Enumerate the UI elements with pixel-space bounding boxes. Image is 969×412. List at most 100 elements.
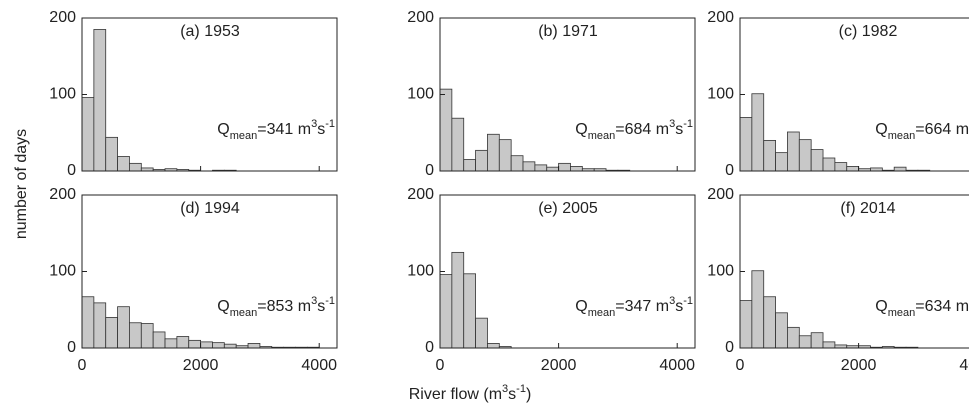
- annotation-part: s: [675, 298, 683, 315]
- annotation-part: Q: [217, 298, 229, 315]
- annotation-part: mean: [230, 307, 258, 319]
- bar: [546, 166, 560, 172]
- y-tick-label: 200: [49, 9, 76, 26]
- bar: [834, 162, 848, 172]
- bar: [212, 342, 225, 349]
- bar: [129, 322, 142, 349]
- bar: [247, 343, 261, 349]
- bar: [93, 29, 107, 172]
- y-tick-label: 200: [407, 186, 434, 203]
- x-tick-label: 4000: [959, 357, 969, 374]
- annotation-part: 3: [311, 118, 317, 130]
- bar: [105, 136, 118, 172]
- annotation-part: -1: [683, 118, 693, 130]
- annotation-part: =341 m: [257, 121, 311, 138]
- bar: [822, 341, 836, 349]
- bar: [176, 336, 190, 349]
- panel-title: (a) 1953: [180, 23, 240, 40]
- y-tick-label: 0: [67, 339, 76, 356]
- annotation-part: mean: [588, 307, 616, 319]
- x-tick-label: 0: [736, 357, 745, 374]
- bar: [763, 296, 776, 349]
- annotation-part: =347 m: [615, 298, 669, 315]
- bar: [188, 339, 202, 349]
- bar: [475, 317, 488, 349]
- bar: [451, 117, 465, 172]
- x-tick-label: 2000: [541, 357, 577, 374]
- bar: [558, 162, 571, 172]
- x-tick-label: 2000: [183, 357, 219, 374]
- bar: [739, 300, 753, 349]
- y-tick-label: 100: [707, 263, 734, 280]
- bar: [810, 149, 824, 172]
- panel-title: (e) 2005: [538, 200, 598, 217]
- bar: [475, 149, 488, 172]
- x-tick-label: 0: [78, 357, 87, 374]
- y-tick-label: 200: [707, 9, 734, 26]
- y-tick-label: 200: [407, 9, 434, 26]
- annotation: Qmean=684 m3s-1: [575, 118, 693, 142]
- annotation-part: s: [317, 121, 325, 138]
- bar: [105, 316, 118, 349]
- y-tick-label: 0: [425, 162, 434, 179]
- bar: [439, 88, 453, 172]
- y-tick-label: 200: [49, 186, 76, 203]
- annotation: Qmean=853 m3s-1: [217, 295, 335, 319]
- x-tick-label: 2000: [841, 357, 877, 374]
- annotation: Qmean=347 m3s-1: [575, 295, 693, 319]
- annotation: Qmean=664 m3s-1: [875, 118, 969, 142]
- annotation-part: Q: [217, 121, 229, 138]
- bar: [152, 331, 166, 349]
- annotation-part: Q: [875, 298, 887, 315]
- x-label-part: River flow (m: [409, 386, 502, 403]
- bar: [846, 166, 860, 172]
- panel-title: (b) 1971: [538, 23, 598, 40]
- annotation-part: s: [675, 121, 683, 138]
- y-tick-label: 100: [407, 86, 434, 103]
- x-label-sup: 3: [502, 383, 508, 395]
- y-axis-label: number of days: [13, 129, 30, 239]
- annotation-part: Q: [575, 298, 587, 315]
- bar: [117, 156, 130, 172]
- bar: [522, 161, 536, 172]
- bar: [775, 152, 788, 172]
- x-tick-label: 4000: [301, 357, 337, 374]
- bar: [223, 343, 237, 349]
- bar: [463, 273, 476, 349]
- annotation-part: 3: [669, 118, 675, 130]
- axes-box: [81, 17, 338, 172]
- bar: [510, 155, 524, 172]
- annotation-part: mean: [888, 307, 916, 319]
- x-label-sup: -1: [516, 383, 526, 395]
- x-label-part: ): [526, 386, 531, 403]
- annotation-part: -1: [683, 295, 693, 307]
- panel-title: (d) 1994: [180, 200, 240, 217]
- y-tick-label: 100: [49, 263, 76, 280]
- y-tick-label: 0: [725, 162, 734, 179]
- bar: [570, 166, 583, 172]
- panel-title: (f) 2014: [840, 200, 895, 217]
- annotation-part: 3: [669, 295, 675, 307]
- bar: [810, 332, 824, 349]
- bar: [498, 139, 512, 172]
- bar: [775, 312, 788, 349]
- bar: [140, 323, 154, 349]
- y-tick-label: 100: [707, 86, 734, 103]
- bar: [200, 341, 213, 349]
- annotation-part: -1: [325, 118, 335, 130]
- x-axis-label: River flow (m3s-1): [409, 383, 532, 403]
- bar: [751, 270, 765, 349]
- y-tick-label: 0: [67, 162, 76, 179]
- annotation-part: Q: [875, 121, 887, 138]
- bar: [798, 335, 812, 349]
- bar: [893, 166, 907, 172]
- bar: [487, 133, 500, 172]
- annotation: Qmean=341 m3s-1: [217, 118, 335, 142]
- y-tick-label: 100: [407, 263, 434, 280]
- bar: [487, 343, 500, 349]
- bar: [822, 157, 836, 172]
- bar: [463, 159, 476, 172]
- bar: [164, 338, 178, 349]
- annotation-part: =664 m: [915, 121, 969, 138]
